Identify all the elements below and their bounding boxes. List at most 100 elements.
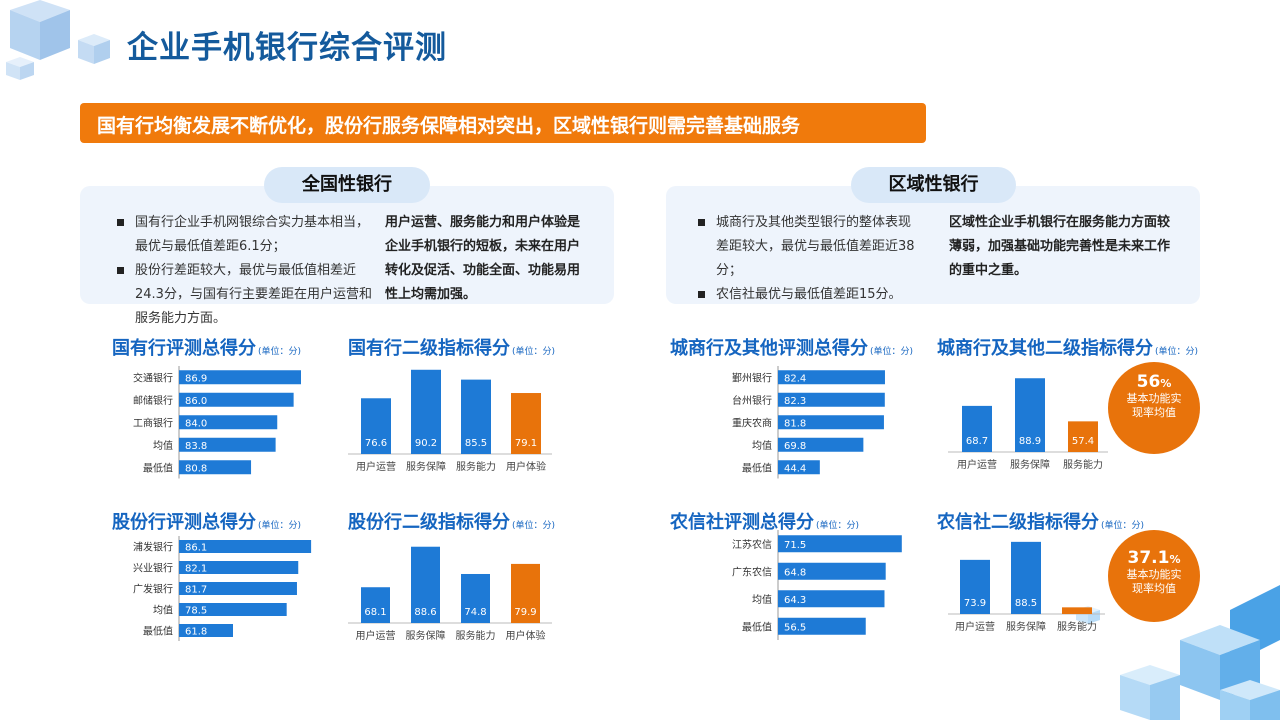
- category-label: 服务保障: [406, 629, 446, 642]
- category-label: 用户运营: [957, 458, 997, 471]
- joint-total-chart: 浦发银行 86.1 兴业银行 82.1 广发银行 81.7 均值 78.5 最低值 61.8: [133, 536, 312, 641]
- category-label: 最低值: [742, 461, 772, 474]
- bar: [179, 603, 287, 616]
- data-label: 81.7: [185, 585, 207, 596]
- cube-decoration-bottom-right: [1076, 585, 1280, 720]
- chart-title-rural-sub: 农信社二级指标得分 (单位：分): [937, 512, 1145, 533]
- category-label: 兴业银行: [133, 562, 173, 575]
- bar: [511, 563, 540, 623]
- category-label: 用户体验: [506, 629, 546, 642]
- bar: [778, 562, 886, 580]
- bar: [179, 392, 294, 407]
- category-label: 工商银行: [133, 416, 173, 429]
- data-label: 69.8: [784, 441, 806, 452]
- bar: [179, 624, 233, 637]
- chart-title-city-sub: 城商行及其他二级指标得分 (单位：分): [937, 338, 1199, 359]
- data-label: 83.8: [185, 441, 207, 452]
- data-label: 81.8: [784, 418, 806, 429]
- category-label: 最低值: [143, 461, 173, 474]
- callout-value: 56: [1136, 372, 1161, 392]
- bar: [778, 617, 866, 635]
- data-label: 68.7: [966, 436, 988, 447]
- data-label: 88.9: [1019, 436, 1041, 447]
- callout-label: 基本功能实现率均值: [1126, 568, 1182, 595]
- regional-banks-note: 区域性企业手机银行在服务能力方面较薄弱，加强基础功能完善性是未来工作的重中之重。: [949, 215, 1171, 278]
- data-label: 44.4: [784, 463, 806, 474]
- category-label: 均值: [752, 593, 772, 606]
- national-banks-note: 用户运营、服务能力和用户体验是企业手机银行的短板，未来在用户转化及促活、功能全面…: [385, 215, 581, 302]
- category-label: 用户运营: [356, 460, 396, 473]
- bar: [778, 415, 884, 430]
- bar: [778, 460, 820, 475]
- data-label: 74.8: [464, 607, 486, 618]
- bar: [962, 405, 992, 452]
- category-label: 广东农信: [732, 565, 772, 578]
- data-label: 79.1: [515, 438, 537, 449]
- category-label: 服务能力: [456, 460, 496, 473]
- bar: [179, 437, 276, 452]
- category-label: 用户体验: [506, 460, 546, 473]
- bar: [461, 379, 491, 454]
- bullet-item: 股份行差距较大，最优与最低值相差近24.3分，与国有行主要差距在用户运营和服务能…: [117, 259, 372, 331]
- data-label: 35.4: [1066, 598, 1088, 609]
- category-label: 均值: [153, 439, 173, 452]
- state-sub-chart: 76.6 用户运营 90.2 服务保障 85.5 服务能力 79.1 用户体验: [348, 369, 552, 473]
- data-label: 90.2: [415, 438, 437, 449]
- category-label: 用户运营: [356, 629, 396, 642]
- bar: [1062, 607, 1092, 614]
- bullet-item: 城商行及其他类型银行的整体表现差距较大，最优与最低值差距近38分；: [698, 211, 923, 283]
- city-function-rate-callout: 56% 基本功能实现率均值: [1108, 362, 1200, 454]
- category-label: 均值: [153, 604, 173, 617]
- category-label: 服务保障: [1010, 458, 1050, 471]
- bar: [778, 437, 864, 452]
- data-label: 78.5: [185, 606, 207, 617]
- bar: [361, 587, 390, 623]
- bar: [179, 415, 278, 430]
- data-label: 86.9: [185, 373, 207, 384]
- bar: [778, 535, 902, 553]
- category-label: 用户运营: [955, 620, 995, 633]
- bar: [1068, 421, 1098, 452]
- page-title: 企业手机银行综合评测: [127, 30, 447, 66]
- bar: [179, 561, 299, 574]
- data-label: 71.5: [784, 540, 806, 551]
- bar: [778, 392, 885, 407]
- category-label: 服务能力: [1057, 620, 1097, 633]
- headline-text: 国有行均衡发展不断优化，股份行服务保障相对突出，区域性银行则需完善基础服务: [97, 115, 801, 137]
- data-label: 68.1: [364, 607, 386, 618]
- chart-title-rural-total: 农信社评测总得分 (单位：分): [670, 512, 860, 533]
- national-banks-bullets: 国有行企业手机网银综合实力基本相当，最优与最低值差距6.1分； 股份行差距较大，…: [117, 211, 372, 331]
- joint-sub-chart: 68.1 用户运营 88.6 服务保障 74.8 服务能力 79.9 用户体验: [348, 546, 552, 642]
- category-label: 交通银行: [133, 371, 173, 384]
- data-label: 82.3: [784, 396, 806, 407]
- data-label: 88.5: [1015, 598, 1037, 609]
- bar: [179, 582, 297, 595]
- category-label: 浦发银行: [133, 541, 173, 554]
- callout-label: 基本功能实现率均值: [1126, 392, 1182, 419]
- bar: [960, 559, 990, 614]
- category-label: 邮储银行: [133, 394, 173, 407]
- data-label: 56.5: [784, 622, 806, 633]
- category-label: 江苏农信: [732, 538, 772, 551]
- bullet-item: 国有行企业手机网银综合实力基本相当，最优与最低值差距6.1分；: [117, 211, 372, 259]
- rural-total-chart: 江苏农信 71.5 广东农信 64.8 均值 64.3 最低值 56.5: [732, 530, 902, 640]
- bar: [411, 369, 441, 454]
- chart-title-state-sub: 国有行二级指标得分 (单位：分): [348, 338, 556, 359]
- data-label: 88.6: [414, 607, 436, 618]
- data-label: 86.1: [185, 543, 207, 554]
- national-banks-panel: [80, 186, 614, 304]
- chart-title-joint-total: 股份行评测总得分 (单位：分): [112, 512, 302, 533]
- bar: [179, 460, 252, 475]
- category-label: 台州银行: [732, 394, 772, 407]
- bar: [778, 370, 885, 385]
- bar: [179, 540, 312, 553]
- category-label: 最低值: [143, 625, 173, 638]
- category-label: 鄞州银行: [732, 371, 772, 384]
- chart-title-joint-sub: 股份行二级指标得分 (单位：分): [348, 512, 556, 533]
- data-label: 84.0: [185, 418, 207, 429]
- bar: [411, 546, 440, 623]
- rural-function-rate-callout: 37.1% 基本功能实现率均值: [1108, 530, 1200, 622]
- city-sub-chart: 68.7 用户运营 88.9 服务保障 57.4 服务能力: [948, 378, 1108, 471]
- data-label: 73.9: [964, 598, 986, 609]
- headline-banner: 国有行均衡发展不断优化，股份行服务保障相对突出，区域性银行则需完善基础服务: [80, 103, 926, 143]
